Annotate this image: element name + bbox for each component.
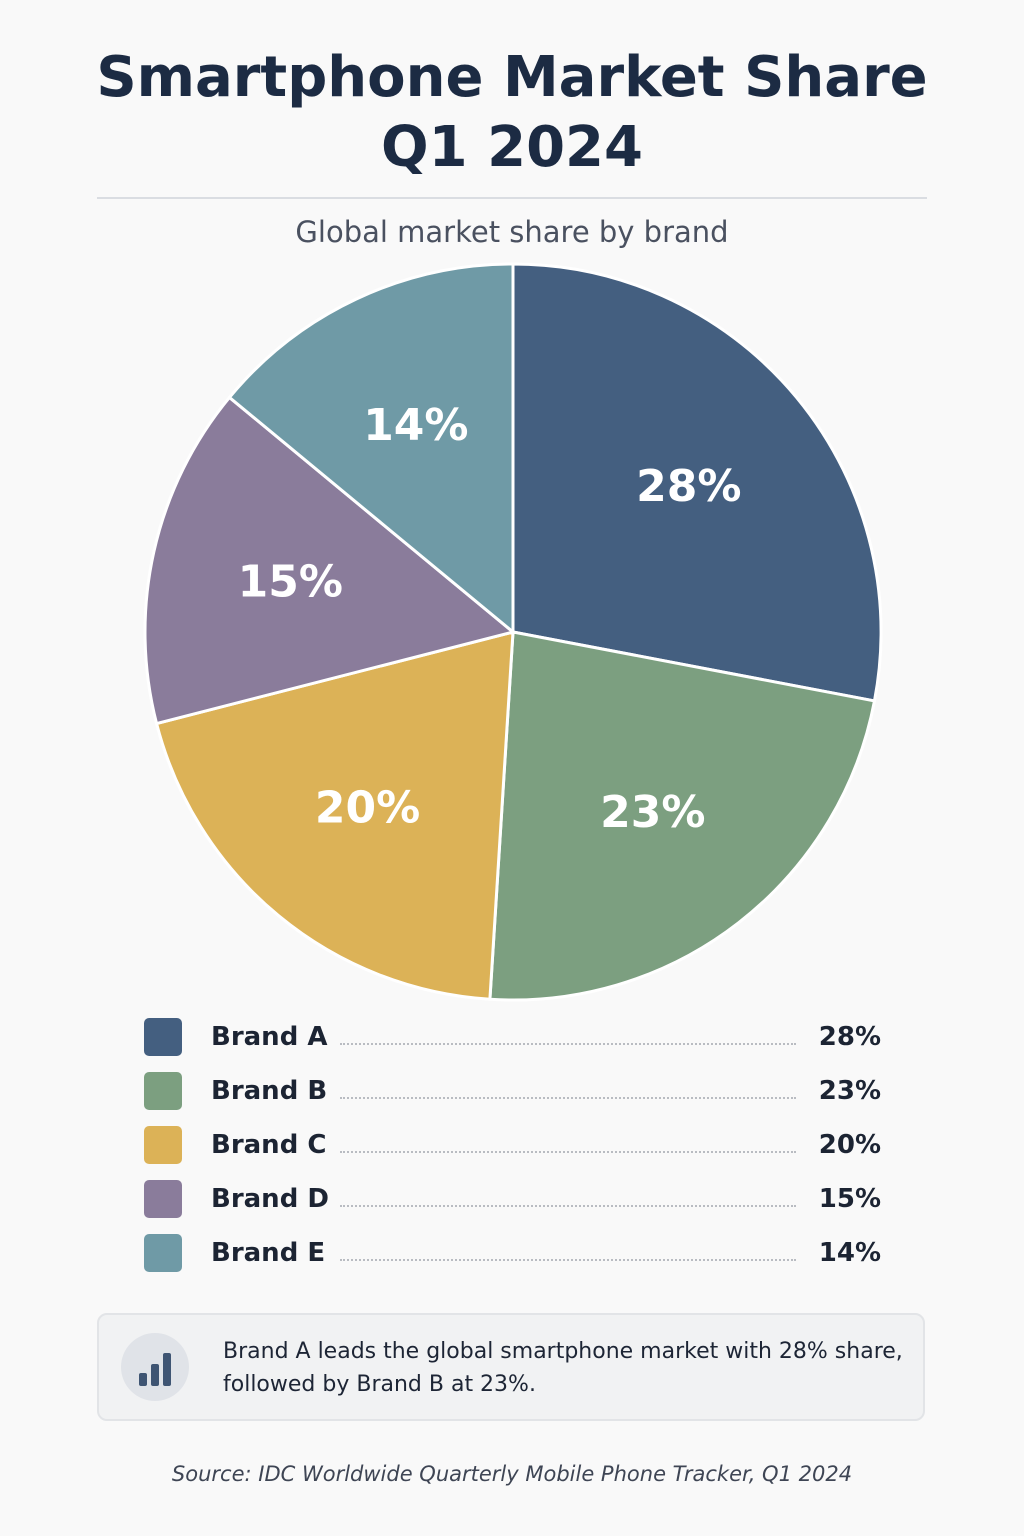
legend-swatch: [144, 1126, 182, 1164]
slice-value-label: 20%: [315, 782, 420, 833]
insight-text: Brand A leads the global smartphone mark…: [223, 1335, 903, 1401]
legend-label: Brand B: [211, 1076, 328, 1106]
title-divider: [97, 197, 927, 199]
pie-slice-brand-e: [227, 262, 515, 634]
legend-label: Brand E: [211, 1238, 326, 1268]
legend-item-brand-a: Brand A 28%: [144, 1016, 884, 1070]
chart-subtitle: Global market share by brand: [295, 215, 729, 249]
legend-item-brand-d: Brand D 15%: [144, 1178, 884, 1232]
legend-leader-dots: [340, 1043, 796, 1045]
pie-slice-brand-c: [155, 630, 515, 1001]
legend-leader-dots: [340, 1151, 796, 1153]
pie-slices: [143, 262, 883, 1002]
pie-slice-brand-a: [511, 262, 883, 703]
legend: Brand A 28% Brand B 23% Brand C 20% Bran…: [144, 1016, 884, 1286]
legend-swatch: [144, 1018, 182, 1056]
insight-text-line-1: Brand A leads the global smartphone mark…: [223, 1339, 903, 1364]
legend-label: Brand D: [211, 1184, 329, 1214]
chart-title-line-2: Q1 2024: [381, 115, 643, 180]
pie-slice-labels: 28% 23% 20% 15% 14%: [238, 400, 742, 838]
slice-value-label: 28%: [636, 461, 741, 512]
slice-value-label: 15%: [238, 557, 343, 608]
legend-swatch: [144, 1180, 182, 1218]
pie-slice-brand-b: [488, 630, 876, 1002]
chart-title-line-1: Smartphone Market Share: [96, 45, 928, 110]
slice-value-label: 14%: [363, 400, 468, 451]
legend-swatch: [144, 1234, 182, 1272]
legend-value: 14%: [818, 1238, 881, 1268]
legend-leader-dots: [340, 1097, 796, 1099]
legend-value: 28%: [818, 1022, 881, 1052]
legend-value: 23%: [818, 1076, 881, 1106]
pie-slice-brand-d: [143, 395, 515, 726]
legend-label: Brand A: [211, 1022, 328, 1052]
insight-callout: Brand A leads the global smartphone mark…: [97, 1313, 925, 1421]
slice-value-label: 23%: [600, 787, 705, 838]
legend-value: 20%: [818, 1130, 881, 1160]
source-note: Source: IDC Worldwide Quarterly Mobile P…: [171, 1462, 853, 1486]
legend-leader-dots: [340, 1259, 796, 1261]
bar-chart-icon: [121, 1333, 189, 1401]
legend-value: 15%: [818, 1184, 881, 1214]
legend-item-brand-c: Brand C 20%: [144, 1124, 884, 1178]
legend-leader-dots: [340, 1205, 796, 1207]
insight-text-line-2: followed by Brand B at 23%.: [223, 1372, 536, 1397]
legend-swatch: [144, 1072, 182, 1110]
legend-item-brand-b: Brand B 23%: [144, 1070, 884, 1124]
legend-label: Brand C: [211, 1130, 327, 1160]
pie-chart: 28% 23% 20% 15% 14%: [143, 262, 883, 1002]
legend-item-brand-e: Brand E 14%: [144, 1232, 884, 1286]
